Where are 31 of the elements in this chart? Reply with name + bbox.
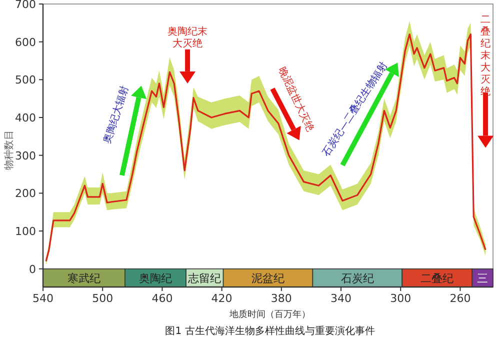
band-label: 泥盆纪: [252, 272, 284, 285]
y-tick-label: 600: [15, 36, 36, 49]
x-tick-label: 500: [92, 292, 114, 305]
band-label: 寒武纪: [67, 272, 100, 285]
annotation: 奥陶纪末大灭绝: [168, 25, 208, 50]
x-tick-label: 420: [211, 292, 232, 305]
band-label: 奥陶纪: [139, 272, 172, 285]
x-tick-label: 340: [330, 292, 352, 305]
band-label: 三: [477, 272, 488, 285]
band-label: 石炭纪: [340, 272, 374, 285]
y-tick-label: 200: [15, 187, 36, 200]
x-tick-label: 380: [270, 292, 292, 305]
y-tick-label: 400: [15, 112, 36, 125]
x-tick-label: 460: [152, 292, 173, 305]
annotation: 石炭纪—二叠纪生物辐射: [320, 60, 390, 158]
x-tick-label: 540: [32, 292, 54, 305]
caption: 图1 古生代海洋生物多样性曲线与重要演化事件: [165, 325, 375, 337]
y-tick-label: 700: [15, 0, 36, 11]
band-label: 志留纪: [188, 272, 222, 285]
x-tick-label: 260: [450, 292, 471, 305]
y-tick-label: 100: [15, 225, 36, 238]
x-tick-label: 300: [390, 292, 412, 305]
y-tick-label: 0: [29, 262, 36, 276]
y-axis-title: 物种数目: [3, 130, 15, 170]
annotation: 二叠纪末大灭绝: [480, 14, 491, 98]
y-tick-label: 300: [15, 149, 36, 162]
band-label: 二叠纪: [420, 272, 454, 285]
annotation: 奥陶纪大辐射: [101, 84, 132, 146]
x-axis-title: 地质时间（百万年）: [228, 309, 310, 320]
y-tick-label: 500: [15, 74, 36, 87]
annotation: 晚泥盆世大灭绝: [276, 64, 316, 134]
